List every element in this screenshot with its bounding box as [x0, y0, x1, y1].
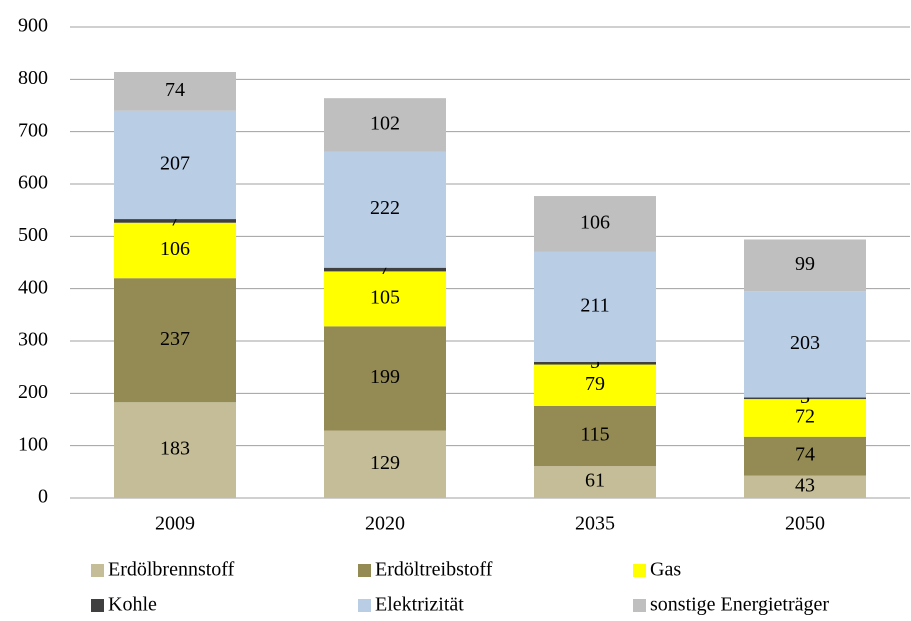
data-label: 74	[165, 79, 185, 101]
data-label: 79	[585, 373, 605, 395]
data-label: 99	[795, 253, 815, 275]
y-tick-label: 500	[18, 224, 48, 246]
data-label: 7	[170, 208, 180, 230]
data-label: 237	[160, 328, 190, 350]
bar-segment	[114, 72, 236, 111]
y-tick-label: 200	[18, 381, 48, 403]
legend-label: sonstige Energieträger	[650, 594, 829, 616]
y-tick-label: 300	[18, 329, 48, 351]
bar-segment	[744, 291, 866, 398]
bar-segment	[534, 364, 656, 406]
data-label: 203	[790, 332, 820, 354]
legend-label: Elektrizität	[375, 594, 464, 616]
bar-segment	[114, 278, 236, 403]
y-tick-label: 400	[18, 276, 48, 298]
data-label: 106	[160, 238, 190, 260]
data-label: 211	[580, 294, 609, 316]
bar-segment	[534, 361, 656, 365]
bar-segment	[324, 151, 446, 268]
x-tick-label: 2035	[575, 513, 615, 535]
y-tick-label: 700	[18, 119, 48, 141]
legend-swatch	[358, 564, 371, 577]
bar-segment	[534, 405, 656, 467]
bar-segment	[744, 399, 866, 437]
bar-segment	[324, 271, 446, 327]
bar-segment	[744, 436, 866, 476]
bar-segment	[534, 251, 656, 362]
legend-label: Erdöltreibstoff	[375, 559, 493, 581]
x-tick-label: 2009	[155, 513, 195, 535]
bar-segment	[744, 239, 866, 292]
data-label: 72	[795, 406, 815, 428]
data-label: 105	[370, 286, 400, 308]
bar-segment	[534, 196, 656, 252]
legend-label: Kohle	[108, 594, 157, 616]
y-tick-label: 800	[18, 67, 48, 89]
x-tick-label: 2020	[365, 513, 405, 535]
legend-label: Erdölbrennstoff	[108, 559, 235, 581]
legend-swatch	[633, 564, 646, 577]
data-label: 115	[580, 424, 609, 446]
bar-segment	[114, 110, 236, 220]
bar-segment	[324, 267, 446, 272]
bar-segment	[324, 98, 446, 152]
bar-segment	[114, 402, 236, 498]
data-label: 106	[580, 211, 610, 233]
data-label: 129	[370, 452, 400, 474]
bar-segment	[114, 219, 236, 223]
y-tick-label: 900	[18, 15, 48, 37]
data-label: 183	[160, 438, 190, 460]
bar-segment	[534, 466, 656, 498]
bar-segment	[324, 430, 446, 498]
y-tick-label: 0	[38, 486, 48, 508]
bar-segment	[114, 222, 236, 279]
y-tick-label: 600	[18, 172, 48, 194]
data-label: 207	[160, 152, 190, 174]
bar-segment	[744, 397, 866, 400]
legend-label: Gas	[650, 559, 681, 581]
legend-swatch	[358, 599, 371, 612]
y-tick-label: 100	[18, 433, 48, 455]
data-label: 74	[795, 444, 815, 466]
legend-swatch	[633, 599, 646, 612]
data-label: 102	[370, 112, 400, 134]
data-label: 61	[585, 470, 605, 492]
data-label: 199	[370, 366, 400, 388]
bar-segment	[324, 326, 446, 431]
bar-segment	[744, 475, 866, 498]
legend-swatch	[91, 564, 104, 577]
legend-swatch	[91, 599, 104, 612]
data-label: 7	[380, 257, 390, 279]
x-tick-label: 2050	[785, 513, 825, 535]
data-label: 43	[795, 474, 815, 496]
data-label: 222	[370, 197, 400, 219]
